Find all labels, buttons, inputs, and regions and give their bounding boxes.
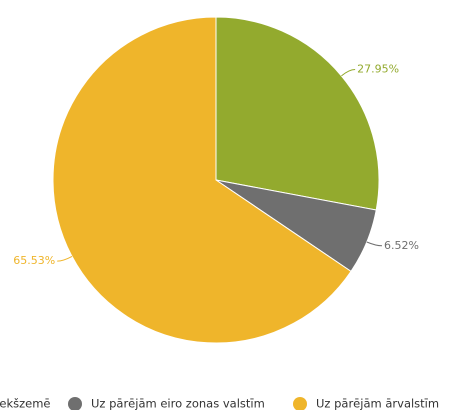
legend-text: Iekšzemē (0, 397, 51, 410)
data-label: 27.95% (357, 63, 399, 76)
legend-marker (293, 397, 307, 410)
legend-text: Uz pārējām ārvalstīm (316, 397, 439, 410)
legend-text: Uz pārējām eiro zonas valstīm (91, 397, 265, 410)
data-label: 65.53% (13, 254, 55, 267)
label-connector (366, 241, 383, 247)
pie-slice (52, 16, 352, 344)
label-connector (57, 255, 73, 262)
pie-slice (215, 16, 380, 211)
data-label: 6.52% (384, 239, 419, 252)
label-connector (341, 69, 356, 77)
legend-marker (68, 397, 82, 410)
